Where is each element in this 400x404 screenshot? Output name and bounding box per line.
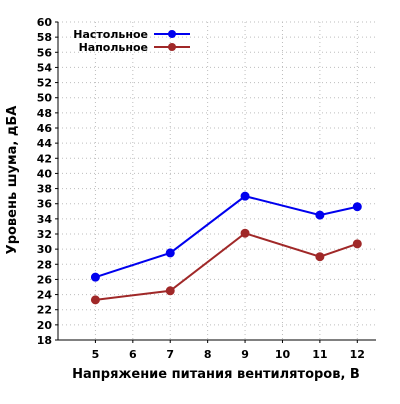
y-tick-label-34: 34	[37, 213, 53, 226]
series	[90, 191, 362, 305]
y-tick-label-58: 58	[37, 31, 52, 44]
x-tick-label-6: 6	[129, 348, 137, 361]
x-tick-label-8: 8	[204, 348, 212, 361]
y-tick-label-20: 20	[37, 319, 53, 332]
y-tick-label-26: 26	[37, 273, 53, 286]
data-point-1-1	[165, 286, 175, 296]
grid	[58, 21, 376, 341]
y-tick-label-42: 42	[37, 152, 52, 165]
legend-label-1: Напольное	[79, 41, 148, 54]
y-tick-label-44: 44	[37, 137, 53, 150]
y-tick-label-24: 24	[37, 289, 53, 302]
data-point-1-2	[240, 228, 250, 238]
y-tick-label-54: 54	[37, 61, 53, 74]
data-point-1-3	[315, 252, 325, 262]
y-tick-label-60: 60	[37, 16, 53, 29]
y-axis-title: Уровень шума, дБА	[5, 106, 20, 255]
y-tick-label-40: 40	[37, 167, 53, 180]
y-tick-label-48: 48	[37, 107, 52, 120]
y-tick-label-22: 22	[37, 304, 52, 317]
axes: 1820222426283032343638404244464850525456…	[37, 16, 376, 361]
data-point-1-0	[90, 295, 100, 305]
legend-label-0: Настольное	[73, 28, 148, 41]
data-point-1-4	[352, 239, 362, 249]
y-tick-label-32: 32	[37, 228, 52, 241]
y-tick-label-46: 46	[37, 122, 53, 135]
x-tick-label-9: 9	[241, 348, 249, 361]
x-tick-label-10: 10	[275, 348, 291, 361]
series-line-0	[95, 195, 358, 279]
y-tick-label-50: 50	[37, 92, 53, 105]
x-tick-label-7: 7	[166, 348, 174, 361]
x-axis-title: Напряжение питания вентиляторов, В	[72, 367, 360, 382]
y-tick-label-18: 18	[37, 334, 52, 347]
series-line-1	[95, 232, 358, 301]
legend-marker-0	[168, 30, 176, 38]
y-tick-label-36: 36	[37, 198, 53, 211]
data-point-0-1	[165, 248, 175, 258]
data-point-0-3	[315, 210, 325, 220]
y-tick-label-38: 38	[37, 183, 52, 196]
y-tick-label-30: 30	[37, 243, 53, 256]
data-point-0-4	[352, 202, 362, 212]
x-tick-label-11: 11	[312, 348, 327, 361]
x-tick-label-12: 12	[350, 348, 365, 361]
y-tick-label-52: 52	[37, 77, 52, 90]
y-tick-label-28: 28	[37, 258, 52, 271]
data-point-0-2	[240, 191, 250, 201]
legend-marker-1	[168, 43, 176, 51]
x-tick-label-5: 5	[92, 348, 100, 361]
data-point-0-0	[90, 272, 100, 282]
y-tick-label-56: 56	[37, 46, 53, 59]
